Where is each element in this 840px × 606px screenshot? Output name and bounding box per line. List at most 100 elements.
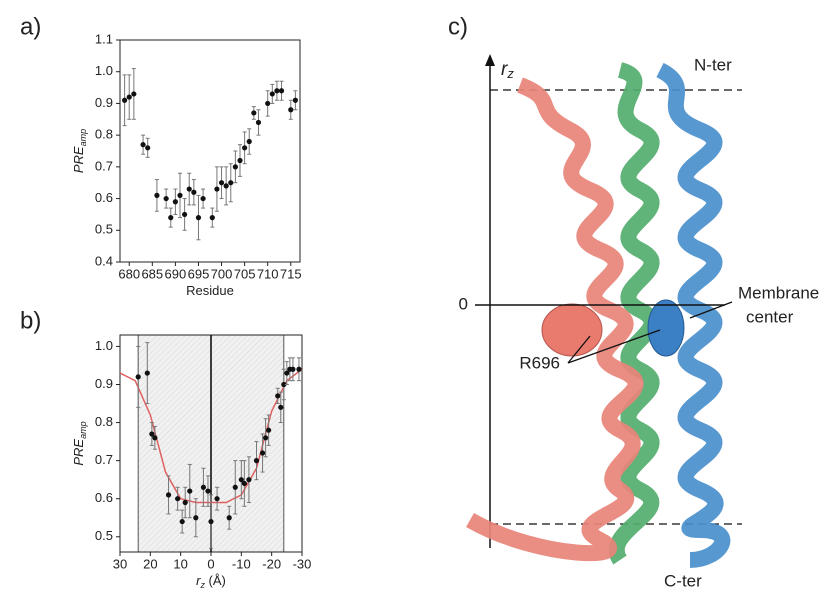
- data-point: [269, 91, 275, 97]
- y-tick-label: 0.6: [95, 490, 113, 505]
- data-point: [246, 477, 252, 483]
- y-tick-label: 0.6: [95, 190, 113, 205]
- data-point: [195, 215, 202, 221]
- y-tick-label: 0.8: [95, 127, 113, 142]
- data-point: [253, 458, 260, 464]
- helix-diagram: c) rz N-ter 0 Membrane center R696 C-ter: [448, 13, 819, 590]
- data-point: [214, 496, 220, 502]
- data-point: [232, 164, 238, 170]
- data-point: [126, 94, 132, 100]
- y-axis-label-main: PRE: [71, 439, 86, 466]
- data-point: [177, 192, 183, 198]
- pointer: [689, 301, 733, 319]
- data-point: [242, 145, 248, 151]
- y-tick-label: 0.5: [95, 222, 113, 237]
- x-axis-label: rz (Å): [196, 573, 226, 590]
- data-point: [214, 186, 220, 192]
- data-point: [187, 488, 193, 494]
- data-point: [228, 180, 234, 186]
- y-tick-label: 0.9: [95, 376, 113, 391]
- panel-label: a): [20, 13, 41, 40]
- c-ter-label: C-ter: [664, 571, 702, 590]
- membrane-label: Membrane: [738, 283, 819, 302]
- r696-red: [541, 303, 603, 357]
- data-point: [281, 381, 287, 388]
- y-tick-label: 1.1: [95, 31, 113, 46]
- y-tick-label: 1.0: [95, 338, 113, 353]
- plot-frame: [119, 39, 301, 263]
- x-tick-label: 680: [118, 266, 140, 281]
- x-tick-label: 690: [165, 266, 187, 281]
- data-point: [145, 145, 151, 151]
- x-axis-label: Residue: [186, 283, 234, 298]
- r696-blue: [647, 299, 685, 357]
- data-point: [200, 195, 206, 202]
- data-point: [266, 427, 272, 433]
- x-tick-label: 715: [280, 266, 302, 281]
- data-point: [274, 88, 280, 94]
- panel-label: b): [20, 307, 41, 334]
- data-point: [284, 370, 290, 376]
- x-tick-label: -20: [262, 556, 281, 571]
- y-axis-label: PREamp: [71, 129, 88, 173]
- membrane-label: center: [746, 307, 794, 326]
- data-point: [154, 192, 160, 198]
- zero-label: 0: [459, 294, 468, 313]
- x-tick-label: 30: [113, 556, 127, 571]
- data-point: [172, 199, 178, 205]
- axis-label-main: r: [501, 59, 508, 80]
- data-point: [263, 435, 269, 441]
- y-axis-label-sub: amp: [78, 421, 88, 439]
- x-tick-label: 20: [143, 556, 157, 571]
- data-point: [144, 370, 150, 376]
- y-tick-label: 0.8: [95, 414, 113, 429]
- data-point: [296, 366, 302, 372]
- y-axis-label-sub: amp: [78, 129, 88, 147]
- data-point: [255, 119, 262, 126]
- data-point: [193, 515, 199, 521]
- data-point: [292, 97, 298, 103]
- data-point: [200, 484, 207, 490]
- x-axis-label-main: r: [196, 573, 201, 588]
- axis-label: rz: [501, 59, 514, 81]
- data-point: [165, 492, 172, 498]
- pointer: [567, 329, 661, 364]
- data-point: [290, 366, 296, 372]
- x-tick-label: 685: [141, 266, 163, 281]
- data-point: [191, 189, 197, 195]
- x-tick-label: -30: [293, 556, 312, 571]
- y-tick-label: 1.0: [95, 63, 113, 78]
- x-tick-label: 700: [211, 266, 233, 281]
- data-point: [288, 107, 294, 113]
- data-point: [163, 195, 169, 202]
- x-tick-label: 710: [257, 266, 279, 281]
- x-tick-label: 695: [188, 266, 210, 281]
- data-point: [205, 488, 211, 494]
- data-point: [223, 183, 229, 189]
- x-tick-label: 10: [173, 556, 187, 571]
- data-point: [232, 484, 238, 490]
- data-point: [179, 518, 185, 525]
- data-point: [149, 431, 155, 437]
- data-point: [122, 97, 128, 103]
- data-point: [265, 100, 271, 107]
- data-point: [278, 88, 285, 94]
- y-axis-label-main: PRE: [71, 146, 86, 173]
- helix-red: [466, 77, 644, 562]
- panel-label: c): [448, 13, 468, 40]
- data-point: [278, 404, 284, 410]
- x-axis-label-sub: z: [199, 580, 205, 590]
- data-point: [152, 435, 158, 441]
- data-point: [131, 91, 137, 97]
- y-tick-label: 0.5: [95, 528, 113, 543]
- data-point: [237, 157, 243, 164]
- data-point: [182, 211, 188, 218]
- x-tick-label: -10: [232, 556, 251, 571]
- y-tick-label: 0.7: [95, 452, 113, 467]
- x-tick-label: 705: [234, 266, 256, 281]
- data-point: [238, 477, 244, 483]
- y-axis-label: PREamp: [71, 421, 88, 465]
- y-tick-label: 0.9: [95, 95, 113, 110]
- y-tick-label: 0.4: [95, 253, 113, 268]
